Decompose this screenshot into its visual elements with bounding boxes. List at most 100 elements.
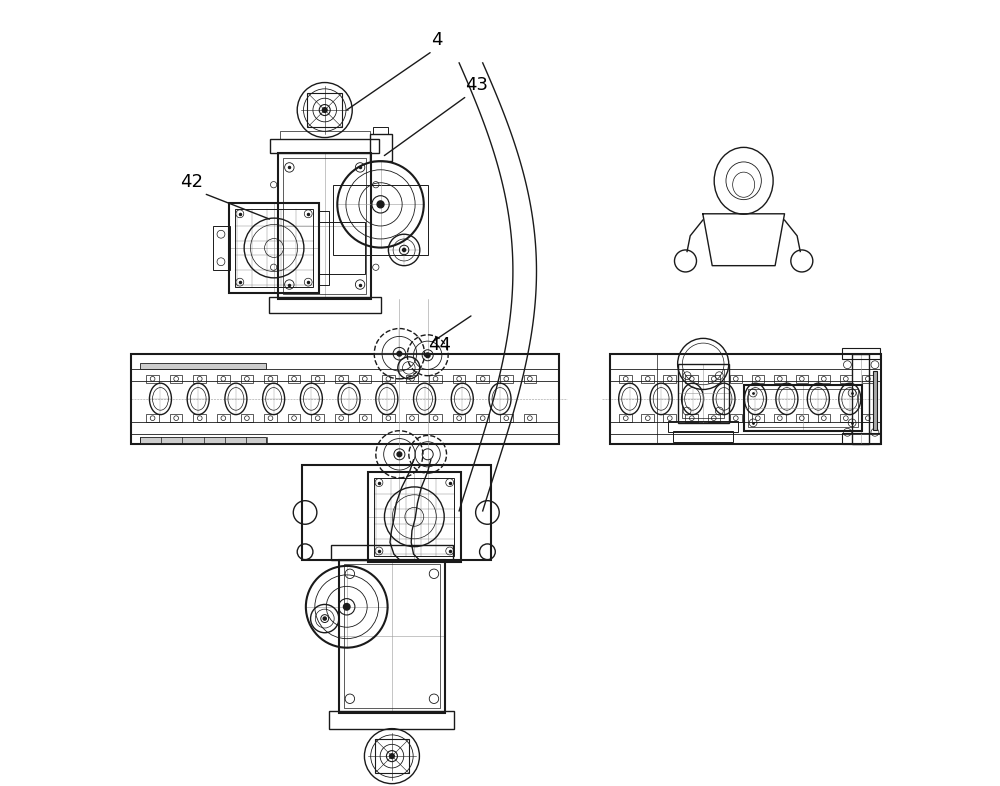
Bar	[873, 371, 877, 430]
Bar	[610, 354, 881, 444]
Bar	[476, 375, 489, 383]
Bar	[500, 375, 513, 383]
Bar	[370, 134, 392, 161]
Bar	[311, 414, 324, 422]
Bar	[774, 414, 786, 422]
Bar	[476, 414, 489, 422]
Bar	[193, 414, 206, 422]
Bar	[131, 354, 559, 444]
Bar	[744, 385, 862, 431]
Circle shape	[377, 201, 384, 208]
Bar	[146, 414, 159, 422]
Bar	[842, 433, 880, 444]
Bar	[217, 375, 230, 383]
Bar	[842, 348, 880, 359]
Circle shape	[403, 248, 406, 252]
Bar	[641, 414, 654, 422]
Bar	[339, 560, 445, 713]
Bar	[657, 354, 881, 444]
Bar	[818, 414, 830, 422]
Bar	[269, 297, 381, 313]
Bar	[283, 158, 366, 294]
Bar	[524, 414, 536, 422]
Bar	[619, 414, 632, 422]
Bar	[382, 375, 395, 383]
Bar	[708, 414, 720, 422]
Text: 44: 44	[428, 336, 451, 354]
Bar	[429, 375, 442, 383]
Bar	[375, 739, 409, 773]
Bar	[862, 375, 874, 383]
Bar	[406, 375, 418, 383]
Bar	[146, 375, 159, 383]
Bar	[453, 375, 465, 383]
Bar	[774, 375, 786, 383]
Bar	[307, 93, 342, 127]
Bar	[678, 364, 729, 423]
Bar	[193, 375, 206, 383]
Bar	[335, 375, 348, 383]
Bar	[852, 354, 869, 444]
Bar	[319, 211, 329, 285]
Bar	[368, 472, 461, 562]
Bar	[288, 414, 300, 422]
Bar	[140, 363, 266, 369]
Bar	[500, 414, 513, 422]
Bar	[748, 389, 858, 427]
Bar	[708, 375, 720, 383]
Bar	[344, 564, 440, 708]
Bar	[213, 226, 230, 270]
Bar	[685, 414, 698, 422]
Text: 42: 42	[180, 173, 203, 191]
Bar	[382, 414, 395, 422]
Bar	[641, 375, 654, 383]
Text: 4: 4	[431, 31, 442, 49]
Bar	[373, 127, 388, 134]
Bar	[217, 414, 230, 422]
Bar	[170, 375, 182, 383]
Polygon shape	[703, 214, 785, 266]
Bar	[140, 437, 266, 443]
Circle shape	[390, 754, 394, 758]
Bar	[524, 375, 536, 383]
Bar	[682, 369, 724, 418]
Bar	[359, 414, 371, 422]
Bar	[288, 375, 300, 383]
Bar	[235, 209, 313, 287]
Bar	[796, 414, 808, 422]
Bar	[619, 375, 632, 383]
Text: 43: 43	[465, 75, 488, 94]
Bar	[752, 375, 764, 383]
Bar	[730, 414, 742, 422]
Circle shape	[323, 617, 326, 620]
Bar	[429, 414, 442, 422]
Bar	[406, 414, 418, 422]
Bar	[374, 478, 454, 556]
Bar	[241, 414, 253, 422]
Bar	[333, 185, 428, 255]
Bar	[453, 414, 465, 422]
Bar	[331, 545, 453, 560]
Bar	[818, 375, 830, 383]
Bar	[685, 375, 698, 383]
Bar	[319, 222, 365, 274]
Bar	[673, 431, 733, 442]
Circle shape	[397, 351, 402, 356]
Bar	[241, 375, 253, 383]
Bar	[862, 414, 874, 422]
Bar	[278, 153, 371, 299]
Bar	[840, 414, 852, 422]
Circle shape	[322, 108, 327, 112]
Circle shape	[397, 452, 402, 457]
Bar	[335, 414, 348, 422]
Bar	[302, 465, 491, 560]
Bar	[663, 375, 676, 383]
Bar	[796, 375, 808, 383]
Bar	[270, 139, 379, 153]
Circle shape	[425, 353, 430, 358]
Bar	[840, 375, 852, 383]
Bar	[663, 414, 676, 422]
Bar	[170, 414, 182, 422]
Circle shape	[343, 604, 350, 610]
Bar	[752, 414, 764, 422]
